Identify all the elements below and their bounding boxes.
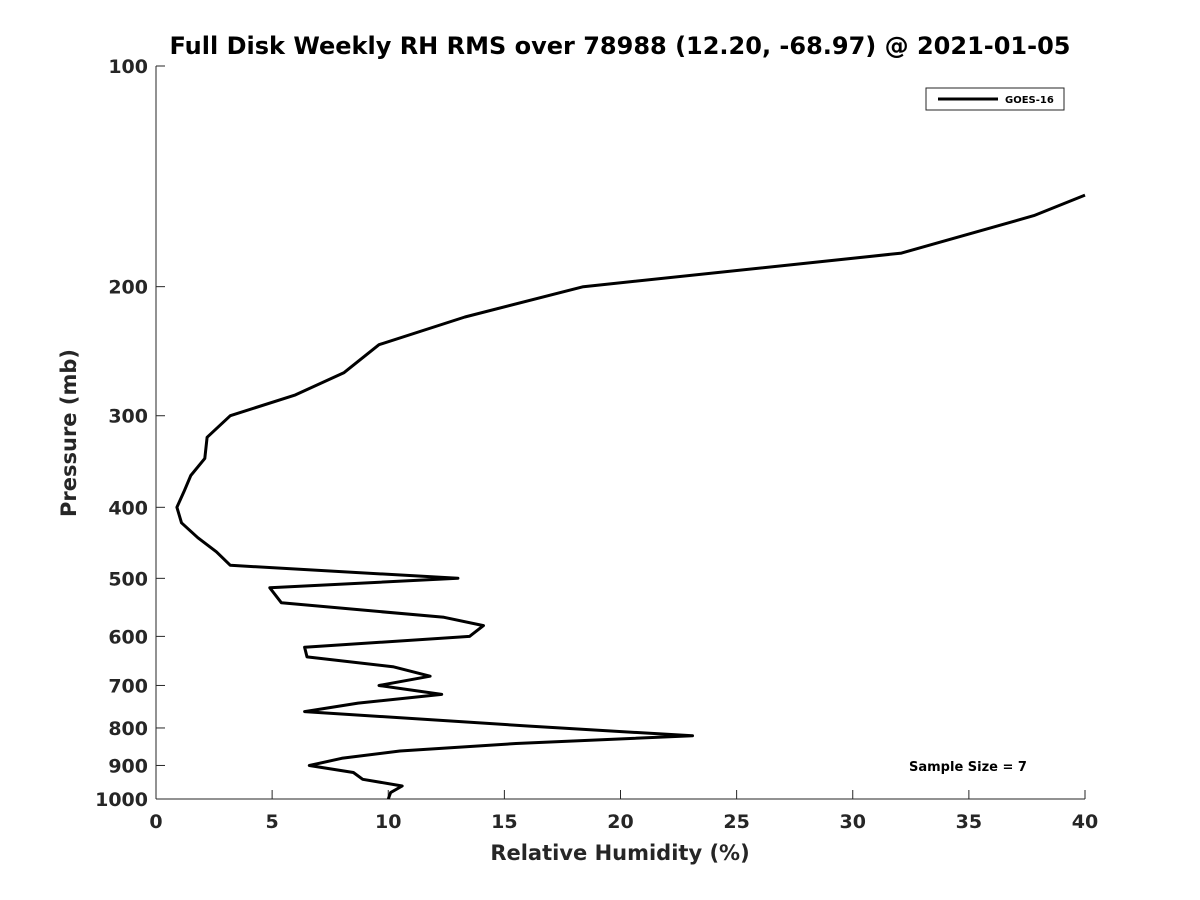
y-ticks: 100 200 300 400 500 600 700 800 900 1000 bbox=[95, 56, 165, 811]
x-tick-label: 20 bbox=[607, 811, 633, 833]
series-group bbox=[175, 193, 1086, 800]
chart-title: Full Disk Weekly RH RMS over 78988 (12.2… bbox=[169, 32, 1070, 60]
y-tick-label: 500 bbox=[108, 568, 148, 590]
x-tick-label: 30 bbox=[840, 811, 866, 833]
x-tick-label: 0 bbox=[149, 811, 162, 833]
series-line-goes-16 bbox=[175, 193, 1086, 800]
x-tick-label: 15 bbox=[491, 811, 517, 833]
y-tick-label: 700 bbox=[108, 675, 148, 697]
y-tick-label: 100 bbox=[108, 56, 148, 78]
x-axis-label: Relative Humidity (%) bbox=[490, 841, 749, 865]
y-tick-label: 800 bbox=[108, 718, 148, 740]
axes: 0 5 10 15 20 25 30 35 40 100 200 300 400 500 600 700 80… bbox=[95, 56, 1098, 833]
y-tick-label: 1000 bbox=[95, 789, 148, 811]
plot-area bbox=[156, 66, 1085, 799]
legend: GOES-16 bbox=[925, 87, 1065, 111]
y-tick-label: 300 bbox=[108, 406, 148, 428]
x-tick-label: 40 bbox=[1072, 811, 1098, 833]
y-axis-label: Pressure (mb) bbox=[57, 349, 81, 517]
x-tick-label: 5 bbox=[266, 811, 279, 833]
legend-entry-goes-16: GOES-16 bbox=[1005, 95, 1054, 106]
y-tick-label: 900 bbox=[108, 755, 148, 777]
y-tick-label: 200 bbox=[108, 277, 148, 299]
y-tick-label: 600 bbox=[108, 626, 148, 648]
x-tick-label: 35 bbox=[956, 811, 982, 833]
x-tick-label: 25 bbox=[723, 811, 749, 833]
x-tick-label: 10 bbox=[375, 811, 401, 833]
sample-size-annotation: Sample Size = 7 bbox=[909, 760, 1027, 775]
x-ticks: 0 5 10 15 20 25 30 35 40 bbox=[149, 790, 1098, 833]
y-tick-label: 400 bbox=[108, 497, 148, 519]
